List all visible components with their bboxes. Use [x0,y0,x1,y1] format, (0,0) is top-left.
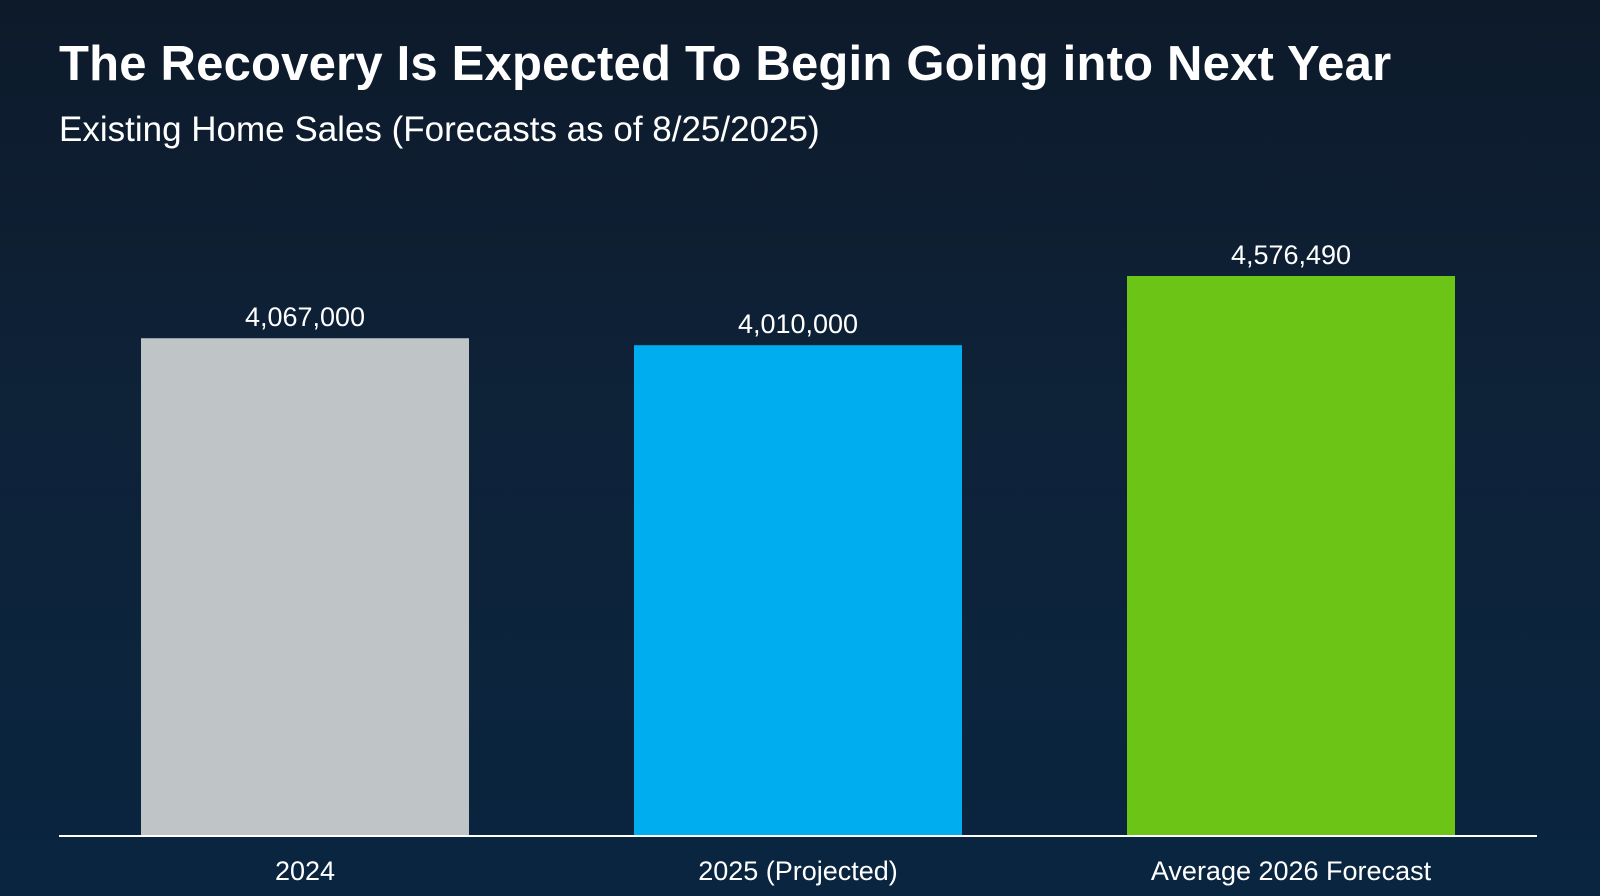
bar-2 [634,345,962,835]
chart-title: The Recovery Is Expected To Begin Going … [59,37,1392,91]
bars-group [141,276,1455,835]
value-label-1: 4,067,000 [245,302,365,332]
x-tick-label-3: Average 2026 Forecast [1151,856,1432,886]
bar-3 [1127,276,1455,835]
value-label-2: 4,010,000 [738,309,858,339]
x-tick-label-2: 2025 (Projected) [698,856,898,886]
x-tick-labels-group: 2024 2025 (Projected) Average 2026 Forecas… [275,856,1432,886]
chart-subtitle: Existing Home Sales (Forecasts as of 8/2… [59,110,820,149]
x-tick-label-1: 2024 [275,856,335,886]
bar-1 [141,338,469,835]
value-labels-group: 4,067,000 4,010,000 4,576,490 [245,240,1351,339]
value-label-3: 4,576,490 [1231,240,1351,270]
